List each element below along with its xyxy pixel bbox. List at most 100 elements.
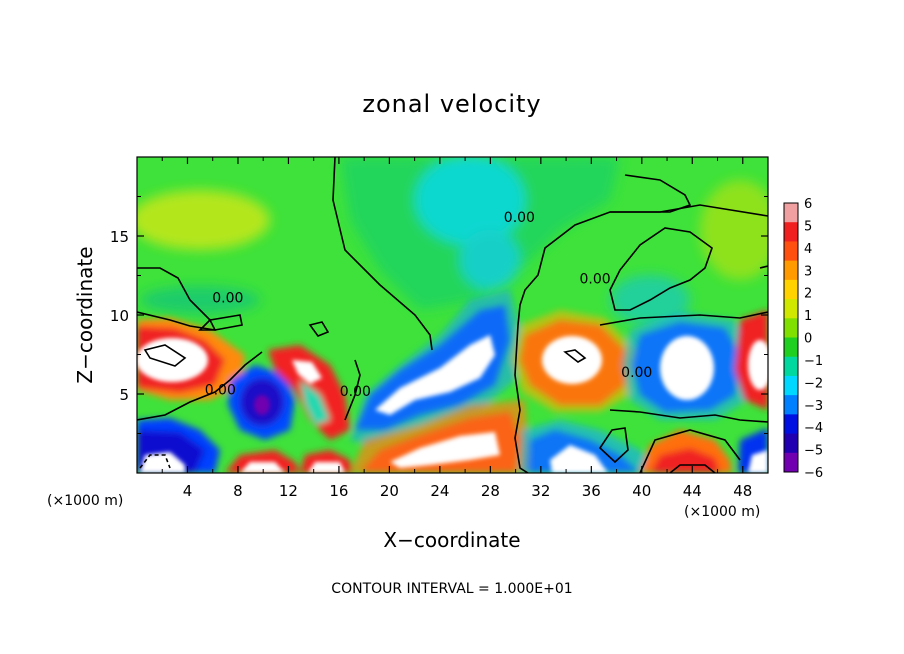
colorbar-swatch — [784, 203, 798, 223]
zero-contour-bottom — [598, 427, 629, 464]
x-tick-label: 4 — [183, 482, 193, 500]
colorbar-swatch — [784, 356, 798, 377]
y-tick-label: 5 — [119, 386, 129, 404]
colorbar-tick-label: −6 — [804, 466, 823, 481]
y-axis: 5 10 15 — [110, 196, 768, 434]
x-tick-label: 20 — [380, 482, 399, 500]
zero-contour-small-1 — [308, 321, 330, 337]
x-tick-label: 40 — [632, 482, 651, 500]
colorbar-swatch — [784, 318, 798, 338]
colorbar-frame — [783, 202, 799, 473]
x-tick-label: 16 — [329, 482, 348, 500]
lower-right-positive-core — [650, 448, 720, 473]
extreme-cores — [137, 335, 768, 473]
zero-contour-far-right — [759, 265, 768, 269]
zero-contour-mid — [344, 359, 361, 421]
x-tick-label: 36 — [582, 482, 601, 500]
colorbar-tick-label: 1 — [804, 309, 812, 324]
far-right-max-core — [748, 340, 768, 390]
colorbar-swatch — [784, 395, 798, 415]
x-tick-label: 32 — [531, 482, 550, 500]
colorbar-swatch — [784, 279, 798, 300]
x-tick-label: 48 — [733, 482, 752, 500]
colorbar-swatch — [784, 222, 798, 242]
colorbar-swatch — [784, 433, 798, 454]
colorbar-tick-label: −1 — [804, 354, 823, 369]
contour-right-max — [563, 349, 587, 363]
zero-contour-bottom-right — [639, 429, 741, 473]
central-min-core — [375, 335, 495, 415]
blob-3-inner-cyan — [300, 380, 330, 425]
lower-left-min-core — [140, 452, 185, 473]
contour-label: 0.00 — [212, 291, 243, 307]
x-tick-label: 28 — [481, 482, 500, 500]
x-unit-label-right: (×1000 m) — [684, 504, 760, 520]
colorbar-swatch — [784, 241, 798, 262]
zero-contour-upper-right-closed — [609, 227, 713, 311]
y-axis-label: Z−coordinate — [73, 246, 97, 383]
zero-contour-right-lower — [609, 409, 768, 423]
contour-label: 0.00 — [621, 365, 652, 381]
colorbar: 6 5 4 3 2 1 0 −1 −2 −3 −4 −5 −6 — [783, 197, 823, 481]
chart-title: zonal velocity — [362, 90, 541, 118]
lower-positive-core — [390, 432, 500, 468]
zero-contour-small-2 — [198, 318, 217, 331]
x-axis-label: X−coordinate — [383, 528, 520, 552]
colorbar-tick-label: −3 — [804, 399, 823, 414]
x-axis: 4 8 12 16 20 24 28 32 36 40 44 48 — [161, 157, 752, 500]
zero-contour-plume — [332, 157, 433, 351]
colorbar-tick-label: 0 — [804, 332, 812, 347]
x-tick-label: 44 — [683, 482, 702, 500]
upper-left-positive-patch — [137, 190, 270, 250]
blob-3-max-core — [292, 360, 322, 384]
contour-left-max — [143, 344, 187, 367]
upper-right-positive-patch — [700, 180, 768, 280]
lower-left-max-core — [240, 462, 285, 473]
blob-2-min-core — [254, 395, 270, 415]
contour-labels: 0.00 0.00 0.00 0.00 0.00 0.00 — [205, 210, 653, 400]
colorbar-tick-label: −2 — [804, 376, 823, 391]
colorbar-tick-label: −4 — [804, 421, 823, 436]
lower-mid-max-core — [308, 462, 345, 473]
colorbar-tick-label: 5 — [804, 219, 812, 234]
right-min-core — [660, 336, 714, 400]
colorbar-tick-label: 4 — [804, 242, 812, 257]
zero-contours — [137, 157, 768, 473]
upper-cyan-core-2 — [460, 230, 520, 290]
colorbar-swatch — [784, 414, 798, 435]
x-tick-label: 24 — [430, 482, 449, 500]
upper-cyan-core — [415, 157, 525, 245]
colorbar-tick-label: 2 — [804, 287, 812, 302]
contour-label: 0.00 — [205, 382, 236, 398]
y-tick-label: 15 — [110, 228, 129, 246]
zero-contour-right-mid — [599, 311, 768, 326]
x-tick-label: 12 — [279, 482, 298, 500]
colorbar-tick-label: 6 — [804, 197, 812, 212]
zero-contour-right-loop — [610, 174, 692, 213]
colorbar-swatch — [784, 452, 798, 473]
x-unit-label: (×1000 m) — [47, 493, 123, 509]
lower-right-min-core — [550, 445, 608, 473]
zero-contour-left-upper — [137, 267, 243, 331]
left-max-core — [137, 338, 208, 382]
zero-contour-left-lower — [137, 351, 263, 421]
contour-lower-left-dashed — [139, 454, 171, 469]
right-center-max-core — [542, 336, 602, 384]
contour-interval-footer: CONTOUR INTERVAL = 1.000E+01 — [331, 581, 572, 597]
contour-label: 0.00 — [340, 384, 371, 400]
contour-lower-right — [669, 464, 716, 473]
contour-label: 0.00 — [504, 210, 535, 226]
colorbar-swatch — [784, 337, 798, 358]
colorbar-swatch — [784, 260, 798, 281]
colorbar-tick-label: −5 — [804, 444, 823, 459]
x-tick-label: 8 — [233, 482, 243, 500]
lower-left-positive — [225, 450, 300, 473]
colorbar-tick-label: 3 — [804, 264, 812, 279]
colorbar-swatch — [784, 299, 798, 319]
left-band-negative — [140, 286, 260, 314]
colorbar-swatch — [784, 375, 798, 396]
plot-area: 0.00 0.00 0.00 0.00 0.00 0.00 — [137, 157, 768, 473]
contour-label: 0.00 — [580, 272, 611, 288]
y-tick-label: 10 — [110, 307, 129, 325]
